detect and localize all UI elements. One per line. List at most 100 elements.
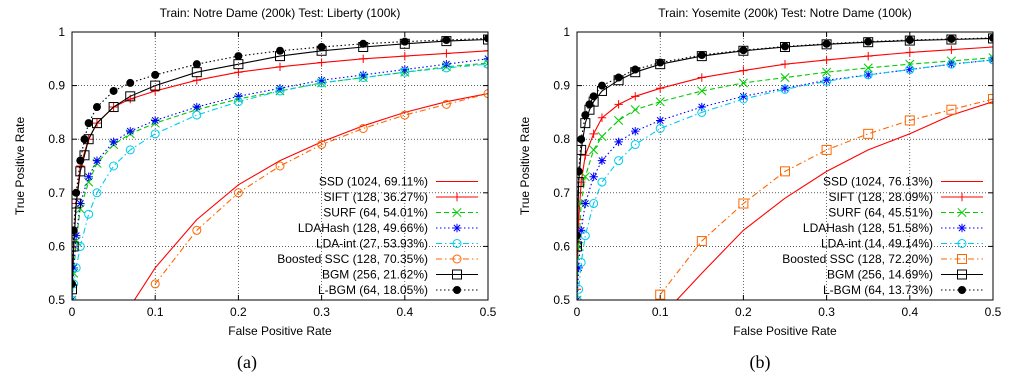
data-point bbox=[92, 156, 102, 165]
data-point bbox=[84, 172, 93, 181]
chart-title: Train: Notre Dame (200k) Test: Liberty (… bbox=[160, 6, 401, 20]
chart-title: Train: Yosemite (200k) Test: Notre Dame … bbox=[658, 6, 911, 20]
data-point bbox=[75, 166, 86, 177]
data-point bbox=[577, 144, 587, 155]
subfigure-label-b: (b) bbox=[749, 352, 771, 372]
y-tick-label: 0.7 bbox=[553, 186, 570, 200]
data-point bbox=[589, 145, 599, 155]
data-point bbox=[864, 51, 873, 61]
data-point bbox=[151, 70, 160, 79]
legend-label: SURF (64, 54.01%) bbox=[323, 206, 428, 220]
data-point bbox=[577, 135, 586, 144]
data-point bbox=[483, 34, 488, 45]
data-point bbox=[577, 215, 583, 224]
series-0 bbox=[676, 101, 993, 300]
data-point bbox=[904, 115, 915, 126]
data-point bbox=[76, 156, 85, 165]
legend-label: LDAHash (128, 51.58%) bbox=[803, 221, 933, 235]
data-point bbox=[781, 42, 789, 51]
data-point bbox=[988, 55, 993, 65]
legend-label: L-BGM (64, 18.05%) bbox=[318, 283, 428, 297]
data-point bbox=[631, 65, 640, 74]
data-point bbox=[577, 241, 582, 252]
legend-marker bbox=[452, 239, 462, 248]
data-point bbox=[276, 46, 284, 55]
data-point bbox=[109, 161, 119, 171]
legend-marker bbox=[958, 286, 966, 294]
data-point bbox=[358, 123, 368, 133]
data-point bbox=[656, 84, 665, 93]
legend-item: Boosted SSC (128, 72.20%) bbox=[782, 252, 983, 266]
data-point bbox=[80, 135, 89, 144]
legend-label: SIFT (128, 28.09%) bbox=[829, 190, 934, 204]
data-point bbox=[988, 53, 993, 63]
data-point bbox=[125, 145, 135, 155]
data-point bbox=[484, 34, 488, 43]
data-point bbox=[738, 198, 749, 209]
legend-marker bbox=[452, 269, 462, 280]
data-point bbox=[947, 45, 956, 54]
data-point bbox=[739, 66, 748, 75]
data-point bbox=[780, 84, 790, 93]
series-7 bbox=[577, 33, 993, 240]
data-point bbox=[483, 89, 488, 99]
chart-panel-b: Train: Yosemite (200k) Test: Notre Dame … bbox=[505, 0, 1010, 384]
data-point bbox=[946, 59, 956, 69]
data-point bbox=[738, 78, 748, 88]
y-tick-label: 0.5 bbox=[48, 293, 65, 307]
legend-item: SURF (64, 54.01%) bbox=[323, 206, 478, 220]
data-point bbox=[275, 161, 285, 171]
data-point bbox=[442, 36, 451, 45]
data-point bbox=[739, 46, 748, 55]
series-line bbox=[133, 93, 488, 300]
legend-item: L-BGM (64, 18.05%) bbox=[318, 283, 478, 297]
legend-item: LDAHash (128, 49.66%) bbox=[298, 221, 478, 235]
plot-frame bbox=[71, 31, 489, 301]
data-point bbox=[150, 279, 160, 289]
data-point bbox=[275, 62, 285, 72]
series-line bbox=[72, 63, 488, 300]
x-tick-label: 0.2 bbox=[735, 305, 752, 319]
data-point bbox=[75, 241, 85, 251]
data-point bbox=[581, 199, 590, 208]
data-point bbox=[108, 102, 119, 113]
data-point bbox=[150, 80, 161, 91]
legend-label: LDA-int (27, 53.93%) bbox=[316, 237, 428, 251]
data-point bbox=[697, 51, 706, 60]
series-1 bbox=[577, 42, 993, 294]
legend: SSD (1024, 76.13%)SIFT (128, 28.09%) SURF… bbox=[782, 175, 983, 297]
legend-item: SIFT (128, 36.27%) bbox=[324, 190, 478, 204]
data-point bbox=[234, 68, 243, 77]
data-point bbox=[738, 94, 748, 104]
data-point bbox=[317, 140, 327, 150]
y-tick-label: 0.9 bbox=[48, 79, 65, 93]
data-point bbox=[589, 199, 599, 209]
data-point bbox=[864, 70, 873, 80]
legend-label: SIFT (128, 36.27%) bbox=[324, 190, 429, 204]
series-7 bbox=[72, 34, 488, 288]
x-tick-label: 0.1 bbox=[652, 305, 669, 319]
legend-marker bbox=[957, 269, 967, 280]
data-point bbox=[72, 188, 81, 197]
x-tick-label: 0.4 bbox=[396, 305, 413, 319]
y-tick-label: 0.6 bbox=[553, 239, 570, 253]
legend-item: Boosted SSC (128, 70.35%) bbox=[277, 252, 478, 266]
data-point bbox=[72, 263, 78, 273]
data-point bbox=[72, 226, 78, 235]
data-point bbox=[483, 58, 488, 68]
data-point bbox=[317, 76, 326, 85]
x-tick-label: 0.4 bbox=[901, 305, 918, 319]
y-tick-label: 0.5 bbox=[553, 293, 570, 307]
legend-item: BGM (256, 14.69%) bbox=[827, 268, 983, 282]
data-point bbox=[822, 76, 832, 86]
data-point bbox=[905, 65, 914, 74]
data-point bbox=[589, 172, 598, 181]
x-tick-label: 0.5 bbox=[480, 305, 497, 319]
data-point bbox=[125, 91, 136, 102]
data-point bbox=[822, 67, 832, 77]
data-point bbox=[988, 42, 993, 52]
data-point bbox=[905, 65, 915, 75]
subfigure-label-a: (a) bbox=[237, 352, 257, 372]
legend-item: LDAHash (128, 51.58%) bbox=[803, 221, 983, 235]
data-point bbox=[988, 94, 993, 104]
